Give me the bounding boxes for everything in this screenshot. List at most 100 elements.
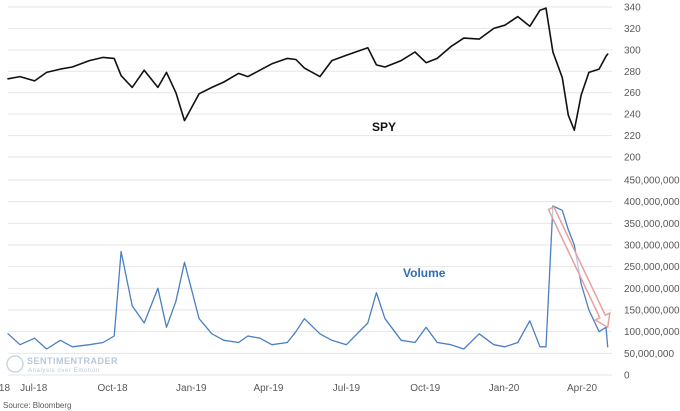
spy-data-point — [504, 24, 506, 26]
volume-y-tick-label: 250,000,000 — [624, 262, 680, 273]
spy-data-point — [33, 80, 35, 82]
spy-annotation: SPY — [372, 120, 396, 134]
spy-data-point — [45, 71, 47, 73]
spy-data-point — [400, 59, 402, 61]
spy-data-point — [580, 94, 582, 96]
source-note: Source: Bloomberg — [3, 401, 71, 410]
volume-data-point — [286, 341, 288, 343]
spy-data-point — [59, 68, 61, 70]
spy-data-point — [237, 72, 239, 74]
volume-y-axis-labels: 450,000,000 400,000,000 350,000,000 300,000… — [624, 176, 680, 382]
spy-y-tick-label: 280 — [624, 67, 641, 78]
spy-data-point — [223, 81, 225, 83]
volume-y-tick-label: 0 — [624, 371, 630, 382]
volume-annotation: Volume — [403, 266, 446, 280]
spy-data-point — [517, 15, 519, 17]
volume-y-tick-label: 50,000,000 — [624, 349, 674, 360]
spy-series-line — [7, 7, 609, 131]
volume-data-point — [183, 261, 185, 263]
volume-data-point — [561, 209, 563, 211]
spy-data-point — [493, 27, 495, 29]
volume-data-point — [71, 346, 73, 348]
volume-data-point — [259, 337, 261, 339]
volume-data-point — [375, 291, 377, 293]
volume-data-point — [157, 287, 159, 289]
spy-data-point — [425, 62, 427, 64]
spy-data-point — [157, 86, 159, 88]
x-tick-label: Oct-19 — [410, 383, 440, 394]
volume-y-tick-label: 200,000,000 — [624, 284, 680, 295]
spy-data-point — [539, 9, 541, 11]
volume-data-point — [607, 346, 609, 348]
volume-y-tick-label: 400,000,000 — [624, 197, 680, 208]
spy-data-point — [345, 54, 347, 56]
spy-data-point — [598, 68, 600, 70]
spy-data-point — [143, 69, 145, 71]
spy-data-point — [331, 59, 333, 61]
trend-arrow — [547, 205, 611, 329]
spy-data-point — [183, 119, 185, 121]
volume-data-point — [588, 309, 590, 311]
volume-data-point — [478, 333, 480, 335]
volume-data-point — [529, 320, 531, 322]
volume-y-tick-label: 100,000,000 — [624, 327, 680, 338]
spy-data-point — [545, 7, 547, 9]
x-tick-label: Apr-20 — [567, 383, 597, 394]
spy-data-point — [71, 66, 73, 68]
spy-data-point — [7, 78, 9, 80]
volume-data-point — [414, 341, 416, 343]
volume-data-point — [517, 341, 519, 343]
volume-data-point — [19, 343, 21, 345]
spy-data-point — [247, 75, 249, 77]
volume-data-point — [102, 341, 104, 343]
volume-data-point — [271, 343, 273, 345]
spy-data-point — [88, 59, 90, 61]
volume-data-point — [33, 337, 35, 339]
spy-data-point — [102, 56, 104, 58]
spy-y-tick-label: 240 — [624, 110, 641, 121]
x-tick-label: Jul-19 — [333, 383, 361, 394]
volume-data-point — [223, 339, 225, 341]
x-axis-labels: Apr-18 Jul-18 Oct-18 Jan-19 Apr-19 Jul-19 Oct-… — [0, 383, 597, 394]
volume-y-tick-label: 350,000,000 — [624, 219, 680, 230]
volume-data-point — [425, 326, 427, 328]
spy-data-point — [19, 75, 21, 77]
spy-y-tick-label: 300 — [624, 45, 641, 56]
x-tick-label: Jul-18 — [20, 383, 48, 394]
gridlines — [8, 6, 612, 376]
volume-data-point — [175, 300, 177, 302]
volume-data-point — [143, 322, 145, 324]
volume-data-point — [120, 250, 122, 252]
spy-data-point — [573, 129, 575, 131]
volume-data-point — [573, 244, 575, 246]
spy-y-tick-label: 260 — [624, 88, 641, 99]
spy-data-point — [450, 45, 452, 47]
volume-data-point — [539, 346, 541, 348]
x-tick-label: Oct-18 — [98, 383, 128, 394]
spy-data-point — [588, 71, 590, 73]
spy-data-point — [414, 51, 416, 53]
spy-data-point — [198, 93, 200, 95]
x-tick-label: Jan-19 — [176, 383, 207, 394]
volume-data-point — [303, 317, 305, 319]
watermark-line2: Analysis over Emotion — [28, 368, 100, 374]
spy-data-point — [607, 53, 609, 55]
volume-data-point — [7, 333, 9, 335]
volume-data-point — [237, 341, 239, 343]
spy-data-point — [271, 63, 273, 65]
volume-data-point — [504, 346, 506, 348]
watermark-line1: SENTIMENTRADER — [27, 356, 118, 366]
spy-data-point — [165, 71, 167, 73]
volume-y-tick-label: 150,000,000 — [624, 306, 680, 317]
volume-data-point — [198, 317, 200, 319]
volume-data-point — [211, 333, 213, 335]
series-layer — [7, 7, 611, 350]
spy-data-point — [478, 38, 480, 40]
spy-y-tick-label: 320 — [624, 24, 641, 35]
watermark-logo: SENTIMENTRADER Analysis over Emotion — [6, 355, 118, 374]
volume-data-point — [45, 348, 47, 350]
volume-data-point — [88, 343, 90, 345]
spy-data-point — [384, 66, 386, 68]
spy-data-point — [367, 47, 369, 49]
spy-y-axis-labels: 340 320 300 280 260 240 220 200 — [624, 3, 641, 164]
